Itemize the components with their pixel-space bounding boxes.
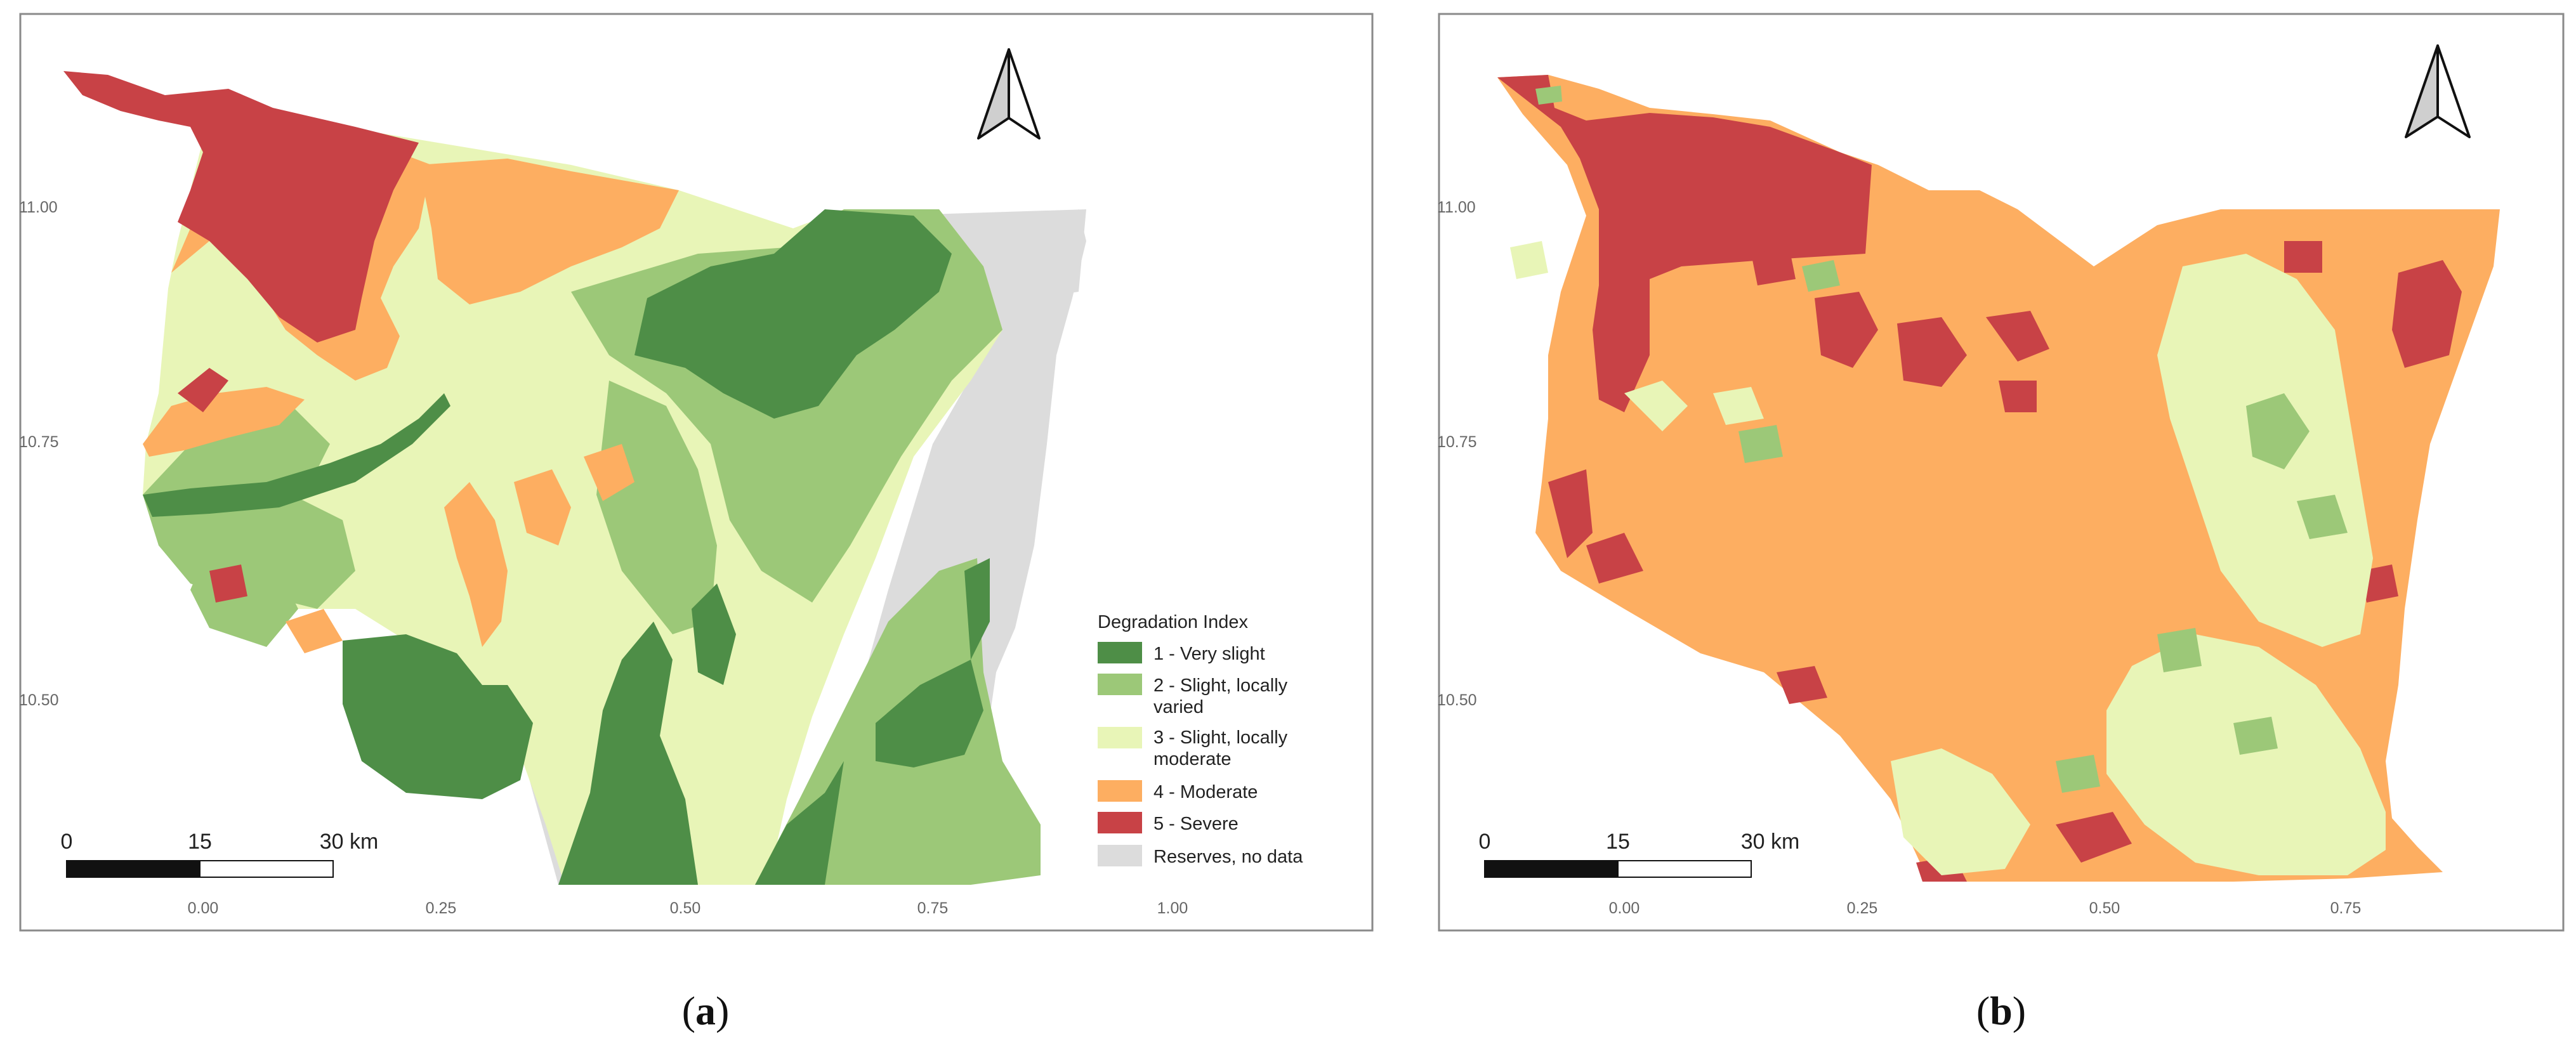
region-very-slight-5 — [876, 660, 983, 767]
region-moderate-6 — [286, 609, 343, 653]
scale-label-b-15: 15 — [1606, 830, 1630, 854]
lon-tick-a-1: 0.00 — [188, 899, 219, 917]
legend-label-3b: moderate — [1153, 749, 1232, 769]
lon-tick-b-4: 0.75 — [2330, 899, 2362, 917]
legend-swatch-3 — [1098, 727, 1142, 748]
legend-label-1: 1 - Very slight — [1153, 644, 1265, 664]
legend-swatch-2 — [1098, 674, 1142, 695]
region-slight-moderate-nw — [1510, 241, 1548, 279]
region-severe-c4 — [1999, 381, 2037, 412]
panel-label-b: (b) — [1976, 988, 2026, 1033]
region-slight-varied-s2 — [2056, 755, 2100, 793]
region-severe-w2 — [1586, 533, 1643, 584]
region-moderate-3 — [143, 387, 305, 457]
region-severe-nw — [1497, 75, 1872, 412]
legend-swatch-6 — [1098, 845, 1142, 866]
legend-swatch-5 — [1098, 812, 1142, 833]
region-very-slight-2 — [634, 209, 952, 419]
region-slight-varied-e2 — [2297, 495, 2348, 539]
region-slight-varied-w — [1738, 425, 1783, 463]
scale-label-a-15: 15 — [188, 830, 212, 854]
region-slight-moderate-sw — [1891, 748, 2030, 875]
region-severe-e1 — [2392, 260, 2462, 368]
region-severe-2 — [178, 368, 228, 412]
region-slight-varied-s1 — [2157, 628, 2202, 672]
region-severe-s1 — [2056, 812, 2132, 863]
legend-label-2a: 2 - Slight, locally — [1153, 675, 1288, 696]
region-severe-s3 — [1777, 666, 1827, 704]
north-arrow-icon — [2405, 44, 2471, 138]
region-moderate-4 — [444, 482, 508, 647]
lon-tick-a-3: 0.50 — [670, 899, 701, 917]
region-moderate-7 — [584, 444, 634, 501]
region-very-slight-4 — [755, 761, 844, 885]
region-slight-moderate-w — [1624, 381, 1688, 431]
legend-swatch-4 — [1098, 780, 1142, 802]
lat-tick-a-1: 11.00 — [19, 199, 58, 216]
legend-label-6: Reserves, no data — [1153, 847, 1303, 867]
region-severe-west — [1548, 469, 1593, 558]
legend-label-4: 4 - Moderate — [1153, 782, 1258, 802]
legend-swatch-1 — [1098, 642, 1142, 663]
region-very-slight-1 — [343, 634, 533, 799]
region-very-slight-3 — [558, 622, 698, 885]
region-moderate-5 — [514, 469, 571, 545]
region-slight-varied-s3 — [2233, 717, 2278, 755]
legend-label-3a: 3 - Slight, locally — [1153, 728, 1288, 748]
lat-tick-b-1: 11.00 — [1437, 199, 1476, 216]
scale-bar-a: 0 15 30 km — [61, 830, 379, 878]
lon-tick-b-2: 0.25 — [1847, 899, 1878, 917]
region-severe-c2 — [1897, 317, 1967, 387]
region-very-slight-7 — [692, 584, 736, 685]
scale-label-b-0: 0 — [1479, 830, 1491, 854]
region-very-slight-river — [143, 393, 450, 517]
legend-title: Degradation Index — [1098, 612, 1248, 632]
region-severe-c3 — [1986, 311, 2049, 362]
legend-label-2b: varied — [1153, 697, 1204, 717]
region-slight-varied-4 — [596, 381, 717, 634]
region-severe-e2 — [2284, 241, 2322, 273]
scale-bar-b: 0 15 30 km — [1479, 830, 1800, 878]
region-moderate-2 — [419, 159, 679, 304]
region-severe-1 — [63, 71, 419, 343]
region-very-slight-6 — [964, 558, 990, 660]
lat-tick-b-2: 10.75 — [1437, 433, 1477, 451]
panel-label-a: (a) — [682, 988, 730, 1033]
region-severe-c5 — [1751, 247, 1796, 285]
region-severe-3 — [209, 564, 247, 603]
lon-tick-a-2: 0.25 — [426, 899, 457, 917]
lat-tick-a-3: 10.50 — [19, 691, 59, 709]
scale-label-a-30: 30 km — [320, 830, 379, 854]
map-b-regions — [1497, 75, 2500, 882]
lat-tick-a-2: 10.75 — [19, 433, 59, 451]
scale-label-b-30: 30 km — [1741, 830, 1800, 854]
region-slight-moderate-w2 — [1713, 387, 1764, 425]
map-a-regions — [63, 71, 1086, 885]
lon-tick-a-4: 0.75 — [917, 899, 949, 917]
lon-tick-a-5: 1.00 — [1157, 899, 1188, 917]
scale-label-a-0: 0 — [61, 830, 73, 854]
region-slight-moderate-s — [2106, 634, 2386, 875]
region-slight-varied-nw — [1535, 86, 1562, 105]
lon-tick-b-1: 0.00 — [1609, 899, 1640, 917]
region-slight-varied-e1 — [2246, 393, 2310, 469]
region-slight-varied-n — [1802, 260, 1840, 292]
panel-a: 11.00 10.75 10.50 0.00 0.25 0.50 0.75 1.… — [19, 13, 1374, 1033]
lat-tick-b-3: 10.50 — [1437, 691, 1477, 709]
region-slight-varied-6 — [241, 495, 355, 609]
region-severe-c1 — [1815, 292, 1878, 368]
legend: Degradation Index 1 - Very slight 2 - Sl… — [1098, 612, 1303, 867]
lon-tick-b-3: 0.50 — [2089, 899, 2120, 917]
north-arrow-icon — [977, 48, 1041, 140]
panel-b: 11.00 10.75 10.50 0.00 0.25 0.50 0.75 0 … — [1437, 13, 2565, 1033]
legend-label-5: 5 - Severe — [1153, 814, 1239, 834]
